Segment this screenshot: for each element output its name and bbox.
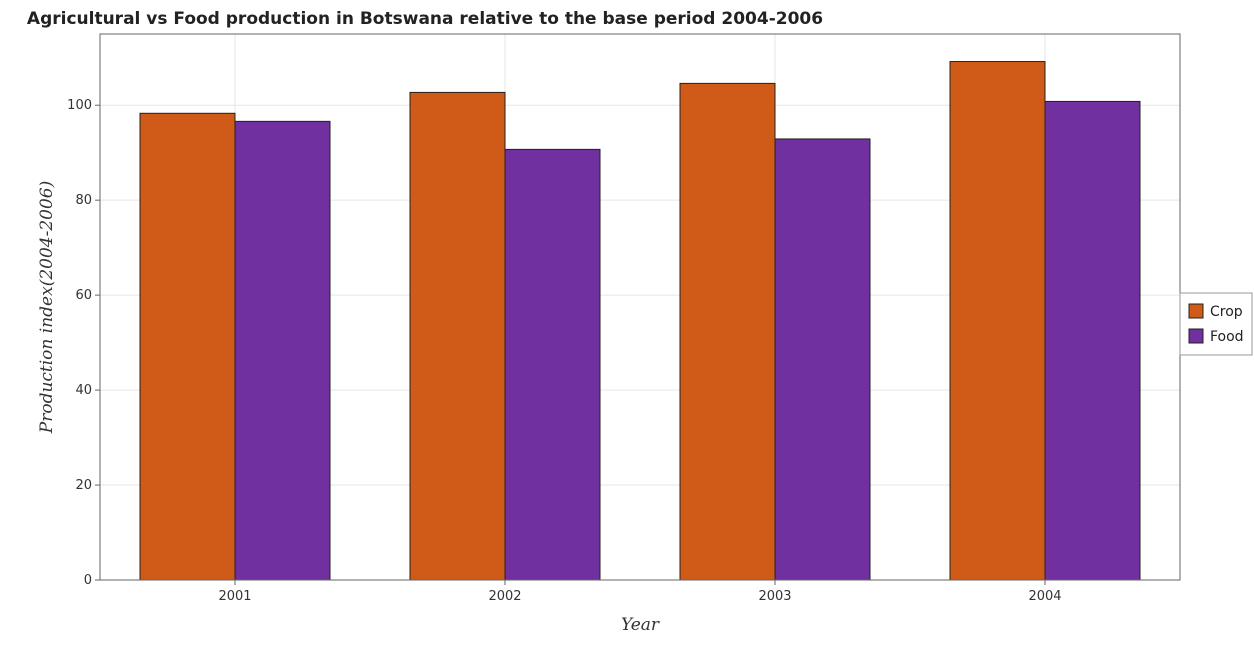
x-axis-label: Year — [621, 615, 660, 635]
x-tick-label: 2003 — [758, 589, 791, 604]
bar-crop-2003 — [679, 82, 776, 581]
legend-swatch-crop — [1188, 303, 1204, 319]
bar-crop-2001 — [139, 112, 236, 581]
legend-label-food: Food — [1210, 329, 1244, 345]
y-tick-label: 60 — [75, 288, 92, 303]
bar-food-2001 — [234, 120, 331, 581]
bar-crop-2002 — [409, 91, 506, 581]
bar-food-2002 — [504, 148, 601, 581]
bars — [139, 61, 1141, 581]
y-tick-label: 20 — [75, 478, 92, 493]
bar-crop-2004 — [949, 61, 1046, 581]
ticks: 0 20 40 60 80 100 2001 2002 2003 2004 — [67, 98, 1061, 604]
legend: Crop Food — [1179, 292, 1253, 356]
legend-box — [1179, 292, 1253, 356]
y-tick-label: 40 — [75, 383, 92, 398]
chart-title: Agricultural vs Food production in Botsw… — [27, 9, 823, 29]
x-tick-label: 2004 — [1028, 589, 1061, 604]
y-tick-label: 0 — [84, 573, 92, 588]
x-tick-label: 2002 — [488, 589, 521, 604]
bar-food-2003 — [774, 138, 871, 581]
legend-swatch-food — [1188, 328, 1204, 344]
x-tick-label: 2001 — [218, 589, 251, 604]
y-tick-label: 100 — [67, 98, 92, 113]
y-axis-label: Production index(2004-2006) — [37, 181, 57, 434]
y-tick-label: 80 — [75, 193, 92, 208]
bar-food-2004 — [1044, 100, 1141, 581]
legend-label-crop: Crop — [1210, 304, 1243, 320]
